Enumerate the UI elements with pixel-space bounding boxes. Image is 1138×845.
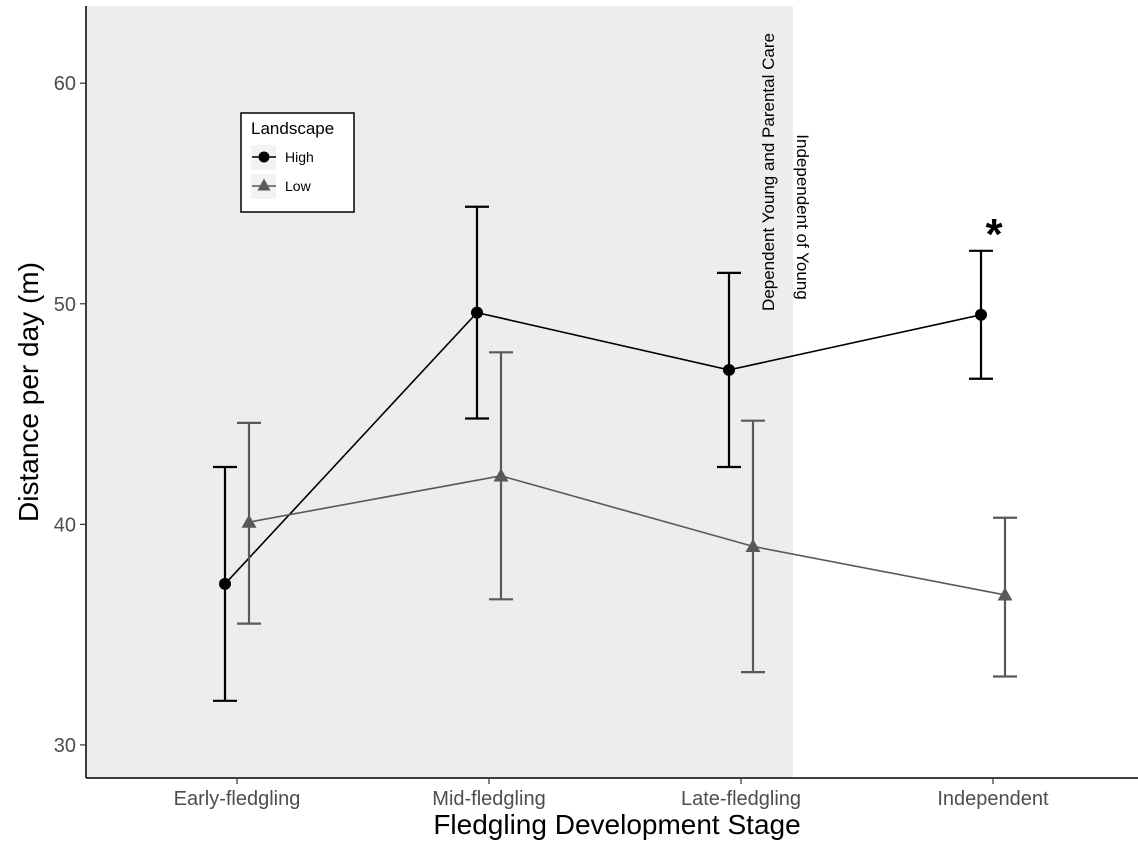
series-low [237,351,1017,678]
annotation-dependent: Dependent Young and Parental Care [759,33,778,311]
plot-marks [213,205,1017,702]
y-tick-label-60: 60 [54,73,76,95]
legend: Landscape High Low [240,112,355,213]
point-high-3 [975,308,987,321]
legend-key-high-marker [258,151,270,163]
legend-key-low-marker [257,178,271,191]
series-high [213,205,993,702]
series-line-high [224,311,982,585]
x-tick-label-early-fledgling: Early-fledgling [174,788,301,810]
x-axis-title: Fledgling Development Stage [433,809,800,840]
point-low-2 [745,538,761,553]
point-low-3 [997,587,1013,601]
x-tick-label-late-fledgling: Late-fledgling [681,788,801,810]
legend-label-low: Low [285,178,312,194]
y-axis-title: Distance per day (m) [13,262,44,522]
annotation-independent: Independent of Young [793,134,812,299]
point-high-0 [219,577,231,590]
legend-label-high: High [285,149,314,165]
y-tick-label-30: 30 [54,735,76,757]
y-tick-label-50: 50 [54,294,76,316]
significance-star: * [985,210,1003,259]
legend-title: Landscape [251,119,334,138]
shaded-dependent-period [86,6,793,778]
point-low-1 [493,468,509,482]
point-high-1 [471,306,483,319]
point-high-2 [723,363,735,376]
series-line-low [248,474,1006,596]
x-tick-label-independent: Independent [937,788,1049,810]
point-low-0 [241,514,257,528]
x-tick-label-mid-fledgling: Mid-fledgling [432,788,545,810]
y-tick-label-40: 40 [54,514,76,536]
axis-ticks: 30 40 50 60 Early-fledgling Mid-fledgling Late… [54,73,1049,810]
